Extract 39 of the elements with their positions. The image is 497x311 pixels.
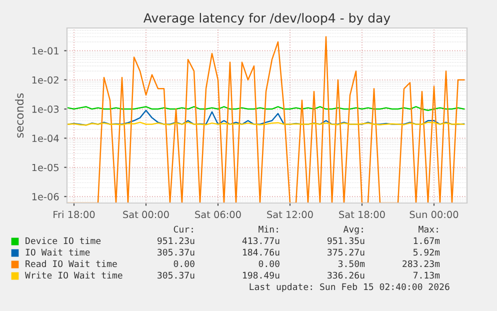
x-tick-label: Fri 18:00 [54, 210, 95, 218]
legend-label: Device IO time [26, 237, 101, 244]
text: Avg: [343, 226, 363, 234]
chart-title: Average latency for /dev/loop4 - by day [143, 12, 390, 26]
y-axis-title: seconds [15, 93, 24, 138]
x-tick-label: Sun 00:00 [410, 210, 458, 218]
text: 336.26u [328, 272, 364, 279]
text: Cur: [174, 226, 193, 233]
legend-label: IO Wait time [26, 248, 90, 256]
text: 0.00 [258, 260, 280, 268]
text: 0.00 [174, 260, 194, 268]
x-tick-label: Sat 00:00 [123, 210, 169, 218]
text: 198.49u [243, 272, 280, 279]
y-tick-label: 1e-05 [32, 164, 59, 172]
text: 305.37u [158, 248, 194, 256]
text: 375.27u [328, 248, 364, 256]
text: 413.77u [242, 237, 280, 244]
text: 1.67m [414, 237, 440, 244]
y-tick-label: 1e-04 [32, 134, 59, 142]
text: 951.35u [328, 237, 364, 244]
legend-label: Write IO Wait time [25, 272, 122, 279]
text: 305.37u [158, 272, 194, 279]
legend-label: Read IO Wait time [26, 260, 117, 268]
text: Max: [418, 226, 438, 233]
text: 3.50m [338, 260, 365, 268]
text: 951.23u [158, 237, 194, 244]
y-tick-label: 1e-06 [32, 193, 59, 200]
x-tick-label: Sat 12:00 [267, 210, 313, 218]
text: Min: [258, 226, 278, 233]
x-tick-label: Sat 06:00 [195, 210, 241, 218]
text: 5.92m [413, 248, 440, 256]
text: 184.76u [243, 248, 280, 256]
text: 283.23m [402, 260, 440, 268]
x-tick-label: Sat 18:00 [339, 210, 385, 218]
text: 7.13m [413, 272, 440, 279]
text: Last update: Sun Feb 15 02:40:00 2026 [250, 283, 450, 292]
y-tick-label: 1e-02 [32, 76, 58, 84]
y-tick-label: 1e-03 [32, 106, 59, 113]
y-tick-label: 1e-01 [32, 47, 58, 55]
